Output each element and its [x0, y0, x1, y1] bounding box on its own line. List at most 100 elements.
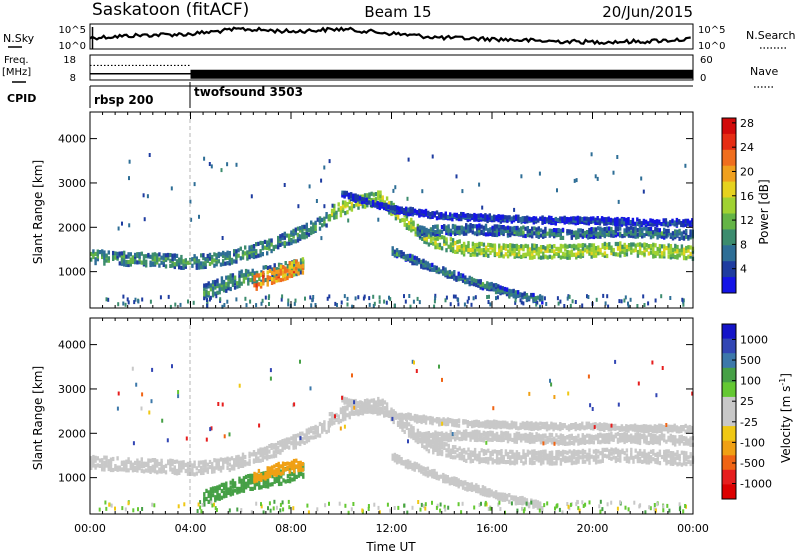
heatmap-cell: [219, 465, 223, 470]
heatmap-cell: [381, 198, 384, 203]
heatmap-cell: [473, 429, 477, 434]
heatmap-cell: [151, 255, 154, 260]
heatmap-cell: [413, 209, 417, 214]
heatmap-cell: [424, 260, 427, 265]
heatmap-cell: [636, 217, 639, 222]
heatmap-cell: [394, 212, 398, 218]
heatmap-cell: [458, 239, 461, 244]
heatmap-cell: [226, 299, 229, 304]
heatmap-cell: [632, 455, 635, 460]
heatmap-cell: [440, 437, 444, 442]
heatmap-cell: [235, 251, 238, 256]
heatmap-cell: [96, 249, 99, 254]
heatmap-cell: [678, 453, 681, 458]
heatmap-cell: [238, 273, 241, 278]
heatmap-cell: [310, 426, 313, 431]
heatmap-cell: [206, 298, 208, 302]
colorbar-swatch: [722, 229, 736, 246]
heatmap-cell: [643, 248, 646, 253]
heatmap-cell: [535, 251, 538, 256]
heatmap-cell: [435, 417, 439, 422]
heatmap-cell: [467, 447, 470, 452]
heatmap-cell: [272, 450, 275, 455]
heatmap-cell: [592, 243, 596, 248]
heatmap-cell: [493, 449, 497, 454]
heatmap-cell: [490, 281, 493, 287]
heatmap-cell: [533, 246, 536, 251]
heatmap-cell: [101, 249, 104, 254]
heatmap-cell: [627, 217, 630, 222]
heatmap-cell: [379, 399, 382, 404]
heatmap-cell: [231, 275, 235, 280]
heatmap-cell: [363, 294, 366, 299]
heatmap-cell: [587, 235, 590, 240]
heatmap-cell: [610, 451, 613, 456]
heatmap-cell: [649, 235, 653, 240]
station-title: Saskatoon (fitACF): [92, 0, 249, 20]
heatmap-cell: [405, 214, 409, 219]
heatmap-cell: [126, 297, 129, 302]
heatmap-cell: [396, 414, 399, 419]
heatmap-cell: [341, 200, 345, 205]
heatmap-cell: [245, 303, 248, 308]
heatmap-cell: [524, 457, 527, 463]
heatmap-cell: [337, 420, 340, 425]
heatmap-cell: [368, 198, 371, 203]
heatmap-cell: [572, 246, 576, 251]
heatmap-cell: [625, 247, 629, 253]
heatmap-cell: [293, 264, 296, 269]
heatmap-cell: [495, 460, 499, 465]
heatmap-cell: [484, 245, 488, 250]
heatmap-cell: [497, 492, 500, 497]
heatmap-cell: [636, 253, 640, 258]
heatmap-cell: [533, 226, 536, 231]
heatmap-cell: [513, 252, 516, 257]
heatmap-cell: [418, 208, 421, 213]
heatmap-cell: [482, 457, 486, 462]
heatmap-cell: [487, 228, 490, 233]
heatmap-cell: [579, 254, 582, 259]
heatmap-cell: [601, 243, 604, 248]
heatmap-cell: [156, 459, 159, 464]
noise-sky-line: [89, 26, 691, 46]
heatmap-cell: [456, 245, 459, 250]
heatmap-cell: [335, 215, 338, 220]
heatmap-cell: [297, 261, 300, 266]
heatmap-cell: [195, 471, 198, 476]
heatmap-cell: [244, 459, 247, 465]
heatmap-cell: [531, 255, 534, 260]
heatmap-cell: [636, 456, 640, 461]
heatmap-cell: [255, 270, 259, 275]
heatmap-cell: [251, 277, 254, 282]
heatmap-cell: [436, 438, 439, 443]
heatmap-cell: [114, 466, 117, 471]
heatmap-cell: [608, 245, 611, 250]
heatmap-cell: [413, 255, 416, 260]
heatmap-cell: [603, 230, 606, 235]
heatmap-cell: [575, 178, 578, 183]
heatmap-cell: [297, 204, 300, 209]
heatmap-cell: [491, 460, 494, 465]
heatmap-cell: [251, 480, 254, 485]
heatmap-cell: [581, 439, 584, 444]
heatmap-cell: [411, 207, 414, 212]
heatmap-cell: [416, 414, 419, 419]
heatmap-cell: [368, 194, 371, 199]
heatmap-cell: [348, 206, 351, 211]
heatmap-cell: [487, 448, 490, 453]
heatmap-cell: [216, 487, 219, 492]
heatmap-cell: [605, 245, 609, 250]
heatmap-cell: [240, 281, 243, 286]
heatmap-cell: [449, 418, 452, 423]
heatmap-cell: [421, 432, 424, 437]
heatmap-cell: [321, 223, 324, 228]
heatmap-cell: [380, 202, 384, 207]
heatmap-cell: [501, 288, 504, 293]
heatmap-cell: [545, 302, 548, 306]
heatmap-cell: [257, 448, 260, 453]
heatmap-cell: [676, 229, 679, 234]
heatmap-cell: [123, 254, 126, 259]
heatmap-cell: [570, 233, 573, 238]
heatmap-cell: [521, 292, 524, 297]
heatmap-cell: [412, 433, 415, 438]
